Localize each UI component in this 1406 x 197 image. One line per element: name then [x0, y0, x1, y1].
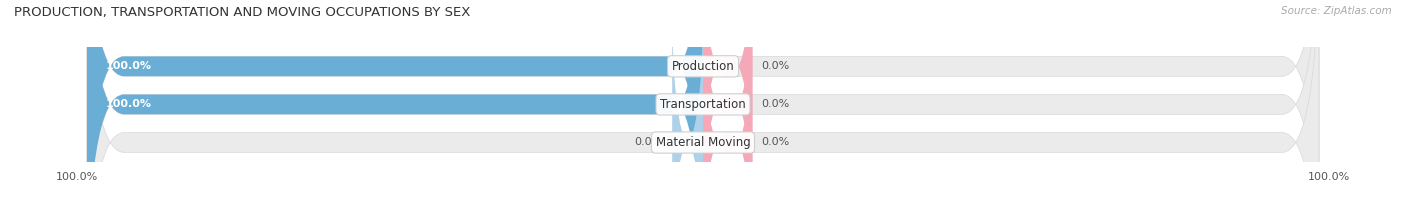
FancyBboxPatch shape — [672, 0, 703, 197]
FancyBboxPatch shape — [87, 0, 703, 197]
Text: 0.0%: 0.0% — [762, 99, 790, 109]
Text: PRODUCTION, TRANSPORTATION AND MOVING OCCUPATIONS BY SEX: PRODUCTION, TRANSPORTATION AND MOVING OC… — [14, 6, 471, 19]
Text: 0.0%: 0.0% — [762, 138, 790, 148]
FancyBboxPatch shape — [703, 0, 752, 197]
Text: Production: Production — [672, 60, 734, 73]
FancyBboxPatch shape — [87, 0, 1319, 197]
Text: Transportation: Transportation — [661, 98, 745, 111]
Text: 100.0%: 100.0% — [1308, 172, 1350, 182]
Text: Source: ZipAtlas.com: Source: ZipAtlas.com — [1281, 6, 1392, 16]
Text: 100.0%: 100.0% — [105, 61, 152, 71]
FancyBboxPatch shape — [703, 0, 752, 197]
FancyBboxPatch shape — [87, 0, 1319, 197]
Text: 0.0%: 0.0% — [762, 61, 790, 71]
Text: 100.0%: 100.0% — [56, 172, 98, 182]
Text: 100.0%: 100.0% — [105, 99, 152, 109]
Text: 0.0%: 0.0% — [634, 138, 664, 148]
FancyBboxPatch shape — [87, 0, 703, 197]
Text: Material Moving: Material Moving — [655, 136, 751, 149]
FancyBboxPatch shape — [87, 0, 1319, 197]
FancyBboxPatch shape — [703, 0, 752, 197]
